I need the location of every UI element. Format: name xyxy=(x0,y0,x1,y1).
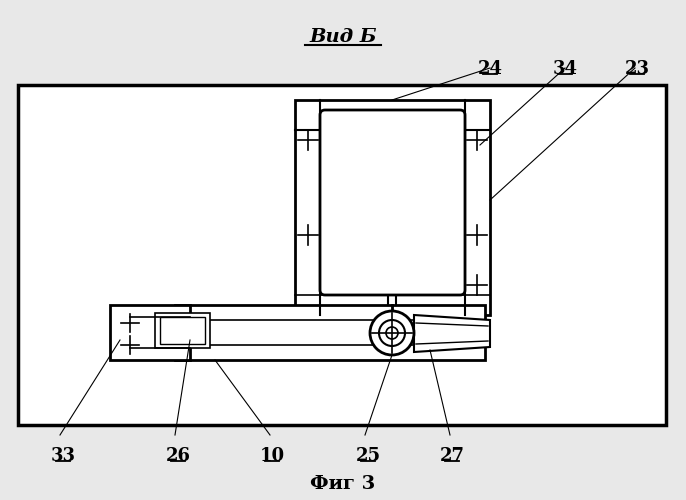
Bar xyxy=(175,305,485,360)
Circle shape xyxy=(386,327,398,339)
Text: 34: 34 xyxy=(552,60,578,78)
Text: 10: 10 xyxy=(259,447,285,465)
Bar xyxy=(160,317,205,344)
Circle shape xyxy=(370,311,414,355)
Bar xyxy=(18,85,666,425)
Text: 24: 24 xyxy=(477,60,503,78)
Circle shape xyxy=(379,320,405,346)
Polygon shape xyxy=(414,315,490,352)
Bar xyxy=(110,305,190,360)
FancyBboxPatch shape xyxy=(320,110,465,295)
Bar xyxy=(155,313,210,348)
Text: 27: 27 xyxy=(440,447,464,465)
Bar xyxy=(295,100,490,315)
Text: 25: 25 xyxy=(355,447,381,465)
Text: 33: 33 xyxy=(51,447,75,465)
Text: 26: 26 xyxy=(165,447,191,465)
Text: Вид Б: Вид Б xyxy=(309,28,377,46)
Text: Фиг 3: Фиг 3 xyxy=(310,475,376,493)
Text: 23: 23 xyxy=(624,60,650,78)
